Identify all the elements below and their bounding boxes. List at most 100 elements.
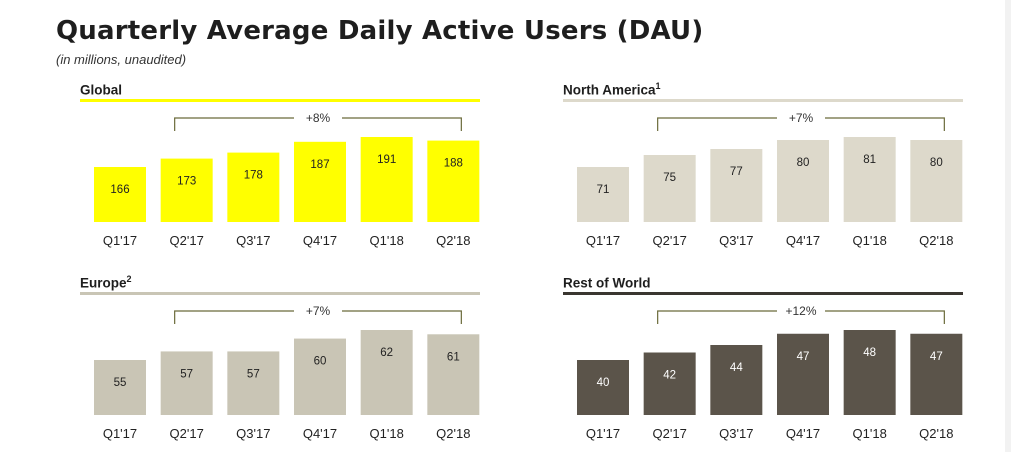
chart-title-rule: [563, 99, 963, 102]
tick-label: Q4'17: [786, 233, 820, 248]
bar: [160, 158, 213, 222]
bar-group: 44: [710, 345, 763, 415]
tick-label: Q2'18: [436, 233, 470, 248]
growth-label: +7%: [306, 304, 331, 318]
bar-group: 55: [94, 360, 146, 415]
bar-group: 166: [94, 167, 146, 222]
data-label: 57: [180, 368, 193, 380]
bar: [427, 334, 480, 415]
bar: [843, 137, 896, 222]
growth-bracket: +8%: [174, 111, 462, 131]
data-label: 178: [244, 170, 263, 182]
bar-group: 178: [227, 152, 280, 222]
growth-label: +8%: [306, 111, 331, 125]
data-label: 80: [797, 157, 810, 169]
data-label: 47: [930, 351, 943, 363]
bar: [294, 338, 346, 415]
bar-group: 173: [160, 158, 213, 222]
growth-label: +7%: [789, 111, 814, 125]
bracket-left-line: [657, 117, 777, 131]
bar-group: 48: [843, 330, 896, 415]
global-dau-chart: Global 166 Q1'17 173 Q2'17 178 Q3'17 187 Q4'17 1…: [80, 81, 480, 251]
bar: [427, 140, 480, 222]
bar: [710, 345, 763, 415]
data-label: 62: [380, 347, 393, 359]
tick-label: Q1'17: [103, 426, 137, 441]
tick-label: Q1'17: [103, 233, 137, 248]
data-label: 75: [663, 172, 676, 184]
bracket-right-line: [825, 117, 945, 131]
bar: [577, 360, 629, 415]
bar-group: 57: [160, 351, 213, 415]
data-label: 60: [314, 356, 327, 368]
bar: [643, 352, 696, 415]
data-label: 80: [930, 157, 943, 169]
bar-group: 40: [577, 360, 629, 415]
bar: [360, 330, 413, 415]
tick-label: Q1'17: [586, 233, 620, 248]
tick-label: Q2'17: [653, 426, 687, 441]
chart-title: Rest of World: [563, 275, 651, 291]
data-label: 42: [663, 370, 676, 382]
growth-bracket: +7%: [174, 304, 462, 324]
bracket-right-line: [825, 310, 945, 324]
tick-label: Q4'17: [786, 426, 820, 441]
rest-of-world-dau-chart: Rest of World 40 Q1'17 42 Q2'17 44 Q3'17 47 Q4'…: [563, 274, 963, 444]
tick-label: Q3'17: [719, 426, 753, 441]
data-label: 47: [797, 351, 810, 363]
data-label: 173: [177, 176, 196, 188]
bar-group: 71: [577, 167, 629, 222]
bar-group: 77: [710, 149, 763, 222]
bar: [910, 140, 963, 222]
page-title: Quarterly Average Daily Active Users (DA…: [56, 16, 704, 46]
growth-bracket: +12%: [657, 304, 945, 324]
bar-group: 75: [643, 155, 696, 222]
data-label: 48: [863, 347, 876, 359]
tick-label: Q4'17: [303, 233, 337, 248]
tick-label: Q2'18: [436, 426, 470, 441]
chart-title-rule: [80, 292, 480, 295]
bracket-right-line: [342, 310, 462, 324]
bar-group: 62: [360, 330, 413, 415]
growth-label: +12%: [785, 304, 816, 318]
chart-title: Global: [80, 82, 123, 98]
bracket-left-line: [174, 117, 294, 131]
bracket-left-line: [174, 310, 294, 324]
bar: [910, 333, 963, 415]
north-america-bar-chart: 71 Q1'17 75 Q2'17 77 Q3'17 80 Q4'17 81 Q1'18 80 Q2'…: [577, 111, 963, 248]
tick-label: Q2'18: [919, 426, 953, 441]
page-scrollbar-track[interactable]: [1005, 0, 1011, 452]
bar-group: 191: [360, 137, 413, 222]
tick-label: Q2'17: [170, 426, 204, 441]
tick-label: Q2'18: [919, 233, 953, 248]
data-label: 57: [247, 368, 260, 380]
chart-title: North America1: [563, 81, 661, 98]
bar-group: 80: [777, 140, 829, 222]
bar: [94, 360, 146, 415]
bar: [710, 149, 763, 222]
data-label: 55: [114, 377, 127, 389]
growth-bracket: +7%: [657, 111, 945, 131]
bar-group: 47: [777, 333, 829, 415]
bar: [577, 167, 629, 222]
tick-label: Q1'18: [853, 426, 887, 441]
bar: [160, 351, 213, 415]
bar-group: 187: [294, 141, 346, 222]
north-america-dau-chart: North America1 71 Q1'17 75 Q2'17 77 Q3'17 80 Q4…: [563, 81, 963, 251]
data-label: 188: [444, 158, 463, 170]
chart-title: Europe2: [80, 274, 132, 291]
global-bar-chart: 166 Q1'17 173 Q2'17 178 Q3'17 187 Q4'17 191 Q1'18…: [94, 111, 480, 248]
data-label: 77: [730, 166, 743, 178]
data-label: 44: [730, 362, 743, 374]
tick-label: Q1'17: [586, 426, 620, 441]
bar-group: 188: [427, 140, 480, 222]
bar: [227, 152, 280, 222]
rest-of-world-bar-chart: 40 Q1'17 42 Q2'17 44 Q3'17 47 Q4'17 48 Q1'18 47 Q2'…: [577, 304, 963, 441]
bar-group: 81: [843, 137, 896, 222]
tick-label: Q3'17: [236, 426, 270, 441]
data-label: 191: [377, 154, 396, 166]
data-label: 166: [110, 184, 129, 196]
bar-group: 61: [427, 334, 480, 415]
bar: [94, 167, 146, 222]
data-label: 81: [863, 154, 876, 166]
